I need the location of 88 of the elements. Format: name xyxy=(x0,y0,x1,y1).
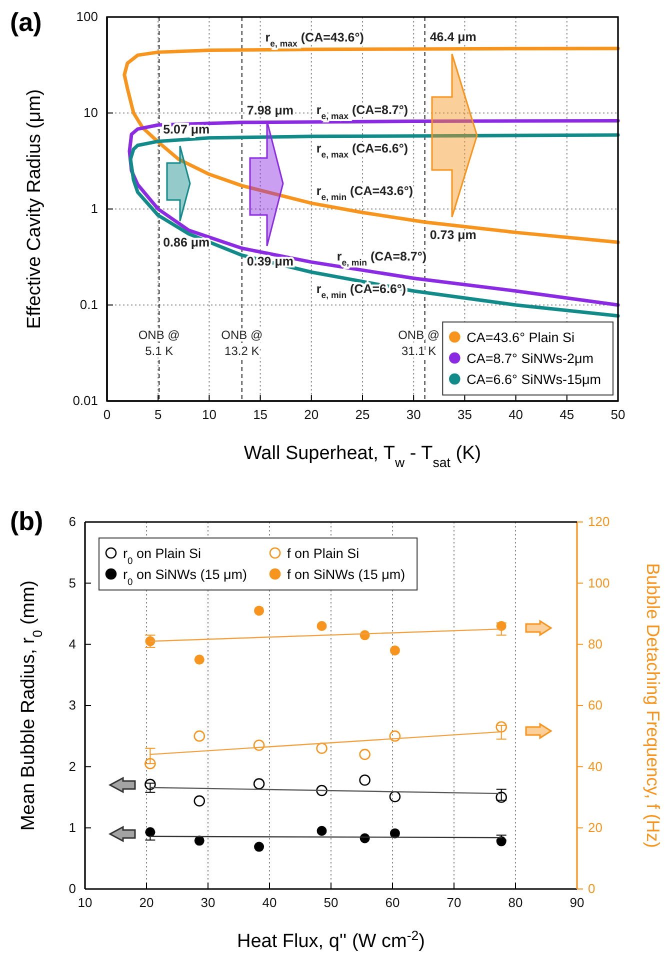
point xyxy=(496,620,506,631)
annotation: r$_{e, max}$ (CA=6.6°) xyxy=(316,142,408,160)
point xyxy=(389,730,401,742)
x-tick-label: 10 xyxy=(202,407,216,422)
annotation: r$_{e, max}$ (CA=43.6°) xyxy=(265,30,364,48)
x-axis-title: Wall Superheat, T$_{w}$ - T$_{sat}$ (K) xyxy=(244,443,482,470)
x-tick-label: 40 xyxy=(508,407,524,422)
annotation: r$_{e, min}$ (CA=8.7°) xyxy=(336,250,427,268)
x-axis-title: Heat Flux, q'' (W cm$^{-2}$) xyxy=(237,928,425,952)
x-tick-label: 30 xyxy=(200,895,216,910)
y2-tick-label: 0 xyxy=(588,881,596,896)
point xyxy=(496,792,508,803)
y2-axis-title: Bubble Detaching Frequency, f (Hz) xyxy=(643,563,663,848)
x-tick-label: 15 xyxy=(253,407,268,422)
point xyxy=(390,645,400,656)
point xyxy=(144,778,156,790)
x-tick-label: 25 xyxy=(355,407,370,422)
y2-tick-label: 80 xyxy=(588,636,602,652)
y-tick-label: 2 xyxy=(68,758,76,774)
legend-label: f on SiNWs (15 μm) xyxy=(287,567,406,582)
y2-tick-label: 100 xyxy=(588,575,610,590)
y-tick-label: 1 xyxy=(90,201,98,216)
y-axis-title: Effective Cavity Radius (μm) xyxy=(24,89,45,329)
point xyxy=(254,842,264,852)
annotation: 7.98 μm xyxy=(246,103,294,118)
point xyxy=(496,836,506,846)
point xyxy=(316,742,328,754)
x-tick-label: 50 xyxy=(610,407,626,422)
ref-line-label: ONB @ 13.2 K xyxy=(221,328,263,358)
y-tick-label: 5 xyxy=(68,575,76,590)
point xyxy=(316,784,328,796)
point xyxy=(145,827,156,838)
y2-tick-label: 20 xyxy=(588,820,602,835)
x-tick-label: 45 xyxy=(560,407,574,422)
y-tick-label: 6 xyxy=(68,514,76,530)
y-tick-label: 3 xyxy=(68,698,76,713)
y-tick-label: 10 xyxy=(84,105,98,120)
point xyxy=(496,721,508,733)
point xyxy=(316,826,327,836)
point xyxy=(316,620,327,631)
y2-tick-label: 120 xyxy=(588,514,610,530)
y-tick-label: 0.1 xyxy=(80,297,98,312)
point xyxy=(253,778,265,790)
annotation: 5.07 μm xyxy=(163,122,210,136)
legend-label: CA=6.6° SiNWs-15μm xyxy=(466,372,601,387)
y-tick-label: 4 xyxy=(68,636,76,652)
x-tick-label: 5 xyxy=(154,407,162,422)
legend-label: r$_{0}$ on Plain Si xyxy=(123,546,202,566)
x-tick-label: 90 xyxy=(570,895,584,910)
x-tick-label: 80 xyxy=(508,895,523,910)
chart-title: (b) xyxy=(10,506,44,536)
annotation: r$_{e, min}$ (CA=6.6°) xyxy=(316,282,406,300)
point xyxy=(194,654,204,665)
point xyxy=(144,758,156,770)
legend-label: CA=43.6° Plain Si xyxy=(466,330,574,345)
y-tick-label: 0 xyxy=(68,881,76,896)
point xyxy=(359,774,370,786)
x-tick-label: 35 xyxy=(457,407,472,422)
legend-label: r$_{0}$ on SiNWs (15 μm) xyxy=(123,567,248,588)
ref-line-label: ONB @ 5.1 K xyxy=(138,328,180,358)
point xyxy=(253,740,265,751)
x-tick-label: 30 xyxy=(406,407,421,422)
annotation: 46.4 μm xyxy=(430,30,476,44)
legend-label: f on Plain Si xyxy=(287,546,360,561)
point xyxy=(389,790,401,802)
y-tick-label: 100 xyxy=(76,9,98,24)
x-tick-label: 40 xyxy=(262,895,277,910)
y2-tick-label: 60 xyxy=(588,698,602,713)
annotation: r$_{e, min}$ (CA=43.6°) xyxy=(316,184,414,202)
legend-label: CA=8.7° SiNWs-2μm xyxy=(466,351,594,366)
chart-title: (a) xyxy=(10,7,42,37)
point xyxy=(254,606,264,616)
x-tick-label: 50 xyxy=(324,895,338,910)
annotation: 0.73 μm xyxy=(430,228,476,242)
point xyxy=(194,730,206,742)
x-tick-label: 70 xyxy=(446,895,462,910)
ref-line-label: ONB @ 31.1 K xyxy=(398,328,440,358)
y-tick-label: 1 xyxy=(68,820,76,835)
point xyxy=(194,795,206,807)
y2-tick-label: 40 xyxy=(588,758,602,774)
x-tick-label: 20 xyxy=(139,895,154,910)
x-tick-label: 20 xyxy=(304,407,319,422)
point xyxy=(359,748,370,760)
y-tick-label: 0.01 xyxy=(72,393,98,408)
x-tick-label: 0 xyxy=(103,407,111,422)
point xyxy=(194,836,204,846)
annotation: r$_{e, max}$ (CA=8.7°) xyxy=(316,102,408,121)
x-tick-label: 60 xyxy=(385,895,400,910)
